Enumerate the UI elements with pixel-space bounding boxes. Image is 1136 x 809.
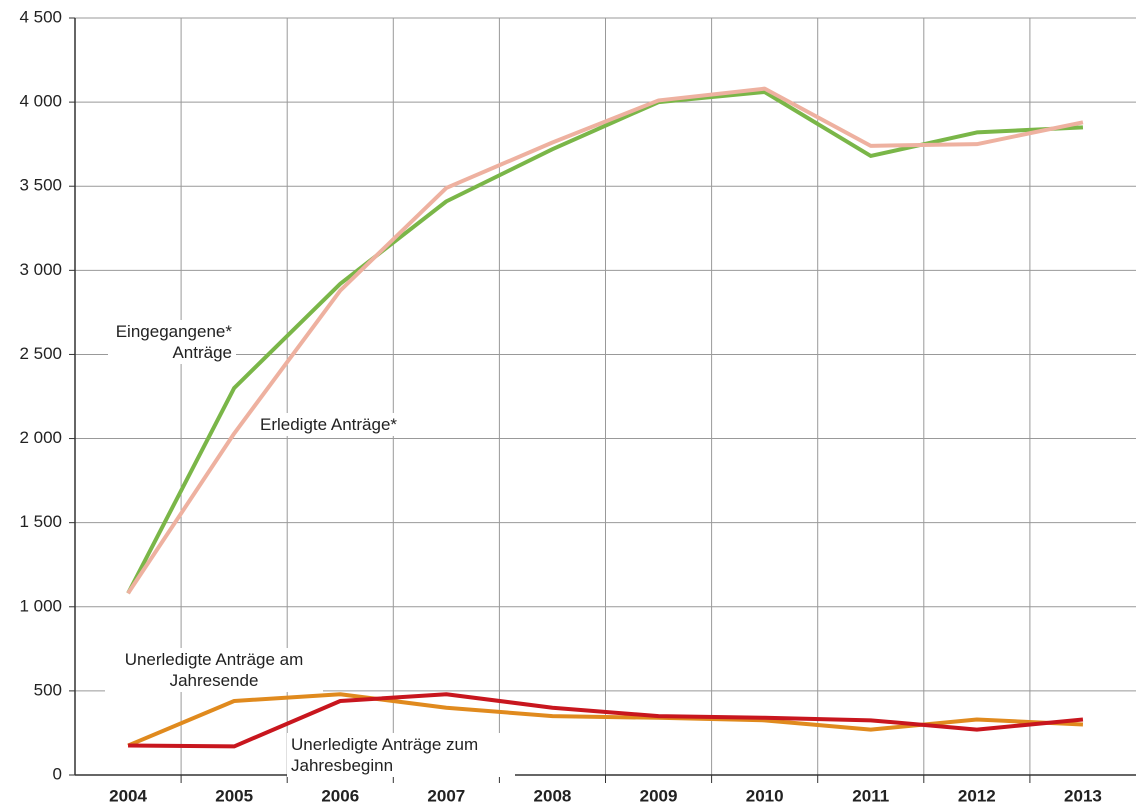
y-tick-label: 1 500 [19,512,62,531]
y-tick-label: 4 000 [19,92,62,111]
x-tick-label: 2005 [215,786,253,805]
x-tick-label: 2011 [852,786,889,805]
y-tick-label: 500 [34,680,62,699]
x-tick-label: 2004 [109,786,147,805]
y-tick-label: 0 [53,764,62,783]
y-tick-label: 2 500 [19,344,62,363]
x-tick-label: 2006 [321,786,359,805]
x-tick-label: 2013 [1064,786,1102,805]
y-tick-label: 1 000 [19,596,62,615]
y-tick-label: 3 500 [19,176,62,195]
series-line [128,692,1084,749]
series-label: Unerledigte Anträge zum Jahresbeginn [287,733,515,777]
x-tick-label: 2007 [427,786,465,805]
y-tick-label: 3 000 [19,260,62,279]
x-tick-label: 2012 [958,786,996,805]
x-tick-label: 2009 [640,786,678,805]
series-label: Erledigte Anträge* [256,413,454,436]
x-tick-label: 2010 [746,786,784,805]
series-line [126,86,1084,595]
series-label: Unerledigte Anträge am Jahresende [105,648,323,692]
y-tick-label: 2 000 [19,428,62,447]
series-label: Eingegangene* Anträge [108,320,236,364]
y-tick-label: 4 500 [19,7,62,26]
x-tick-label: 2008 [534,786,572,805]
